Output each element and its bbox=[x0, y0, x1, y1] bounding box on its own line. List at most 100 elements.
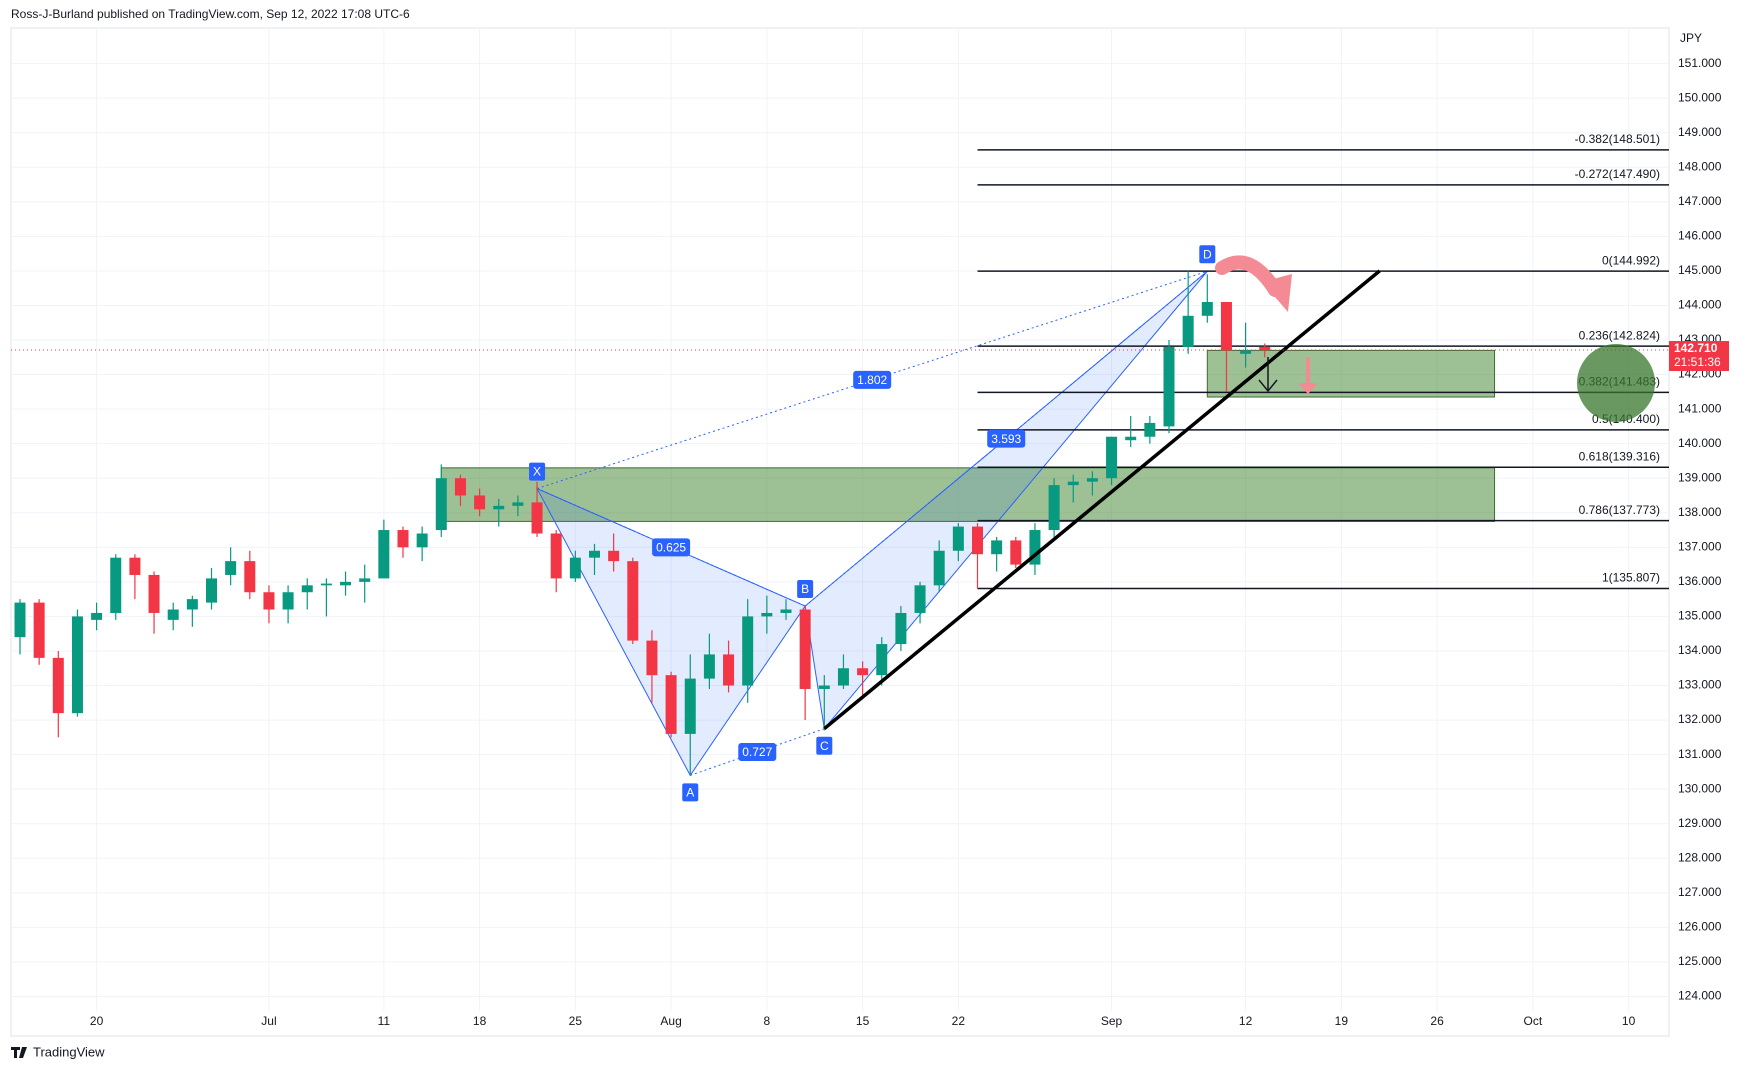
x-tick-label: 15 bbox=[856, 1014, 870, 1028]
y-tick-label: 127.000 bbox=[1678, 885, 1722, 899]
y-tick-label: 149.000 bbox=[1678, 125, 1722, 139]
candle-body bbox=[91, 612, 103, 620]
point-box bbox=[797, 580, 814, 599]
candle-body bbox=[359, 578, 371, 582]
x-tick-label: 18 bbox=[473, 1014, 487, 1028]
point-box bbox=[529, 462, 546, 481]
point-label: D bbox=[1203, 247, 1212, 261]
ratio-box bbox=[652, 538, 691, 557]
candle-body bbox=[723, 654, 735, 686]
y-tick-label: 136.000 bbox=[1678, 574, 1722, 588]
candle-body bbox=[186, 599, 198, 610]
candle-body bbox=[627, 561, 639, 641]
candle-body bbox=[225, 561, 237, 575]
y-tick-label: 137.000 bbox=[1678, 539, 1722, 553]
last-price-box bbox=[1669, 341, 1729, 372]
candle-body bbox=[569, 557, 581, 579]
point-box bbox=[682, 783, 699, 802]
x-tick-label: Oct bbox=[1524, 1014, 1543, 1028]
x-tick-label: Aug bbox=[660, 1014, 681, 1028]
candle-body bbox=[780, 609, 792, 613]
candle-body bbox=[435, 478, 447, 531]
candle-body bbox=[972, 526, 983, 555]
candle-body bbox=[1201, 301, 1213, 316]
candle-body bbox=[33, 602, 45, 658]
candle-body bbox=[914, 585, 926, 613]
header: Ross-J-Burland published on TradingView.… bbox=[11, 7, 410, 21]
candle-body bbox=[818, 685, 830, 689]
fib-label: 0(144.992) bbox=[1602, 253, 1660, 267]
y-tick-label: 148.000 bbox=[1678, 159, 1722, 173]
last-price-label: 142.710 bbox=[1674, 341, 1718, 355]
candle-body bbox=[703, 654, 715, 679]
y-tick-label: 146.000 bbox=[1678, 229, 1722, 243]
candle-body bbox=[206, 578, 217, 603]
point-label: B bbox=[801, 582, 809, 596]
ratio-label: 0.727 bbox=[742, 745, 772, 759]
y-tick-label: 145.000 bbox=[1678, 263, 1722, 277]
x-tick-label: 26 bbox=[1430, 1014, 1444, 1028]
y-tick-label: 125.000 bbox=[1678, 954, 1722, 968]
y-tick-label: 126.000 bbox=[1678, 920, 1722, 934]
highlight-circle bbox=[1577, 344, 1655, 422]
candle-body bbox=[397, 530, 409, 548]
candle-body bbox=[608, 550, 620, 562]
candle-body bbox=[148, 574, 160, 613]
candle-body bbox=[837, 668, 849, 686]
point-label: X bbox=[533, 465, 541, 479]
y-tick-label: 144.000 bbox=[1678, 298, 1722, 312]
candle-body bbox=[991, 540, 1003, 555]
candle-body bbox=[646, 640, 658, 676]
candle-body bbox=[320, 583, 332, 586]
trendline bbox=[823, 269, 1381, 731]
overlay: 124.000 125.000 126.000 127.000 128.000 129.0… bbox=[11, 56, 1729, 1028]
ratio-label: 3.593 bbox=[991, 432, 1021, 446]
supply-demand-zone bbox=[440, 467, 1496, 522]
candle-body bbox=[263, 592, 275, 610]
ratio-box bbox=[987, 429, 1026, 448]
y-tick-label: 131.000 bbox=[1678, 747, 1722, 761]
candle-body bbox=[340, 581, 352, 586]
y-tick-label: 140.000 bbox=[1678, 436, 1722, 450]
candle-body bbox=[1048, 485, 1060, 531]
curved-arrow-head bbox=[1262, 274, 1292, 312]
fib-label: -0.272(147.490) bbox=[1575, 167, 1660, 181]
candle-body bbox=[1182, 315, 1194, 347]
point-box bbox=[1199, 245, 1216, 264]
x-tick-label: Sep bbox=[1101, 1014, 1123, 1028]
y-tick-label: 132.000 bbox=[1678, 712, 1722, 726]
ratio-label: 0.625 bbox=[656, 540, 686, 554]
candle-body bbox=[1220, 301, 1232, 351]
candle-body bbox=[1163, 346, 1175, 427]
candle-body bbox=[952, 526, 964, 551]
x-tick-label: 22 bbox=[952, 1014, 966, 1028]
candle-body bbox=[493, 505, 505, 510]
candle-body bbox=[1010, 540, 1022, 565]
candle-body bbox=[1029, 530, 1041, 565]
candle-body bbox=[167, 609, 179, 620]
fib-label: 0.236(142.824) bbox=[1579, 328, 1660, 342]
candle-body bbox=[589, 550, 600, 558]
y-tick-label: 135.000 bbox=[1678, 609, 1722, 623]
fib-label: 0.786(137.773) bbox=[1579, 503, 1660, 517]
down-arrow-head bbox=[1258, 379, 1278, 393]
y-tick-label: 124.000 bbox=[1678, 989, 1722, 1003]
point-box bbox=[816, 736, 833, 755]
candle-body bbox=[857, 668, 869, 676]
candle-body bbox=[761, 612, 773, 617]
y-tick-label: 129.000 bbox=[1678, 816, 1722, 830]
candle-body bbox=[1144, 422, 1156, 437]
y-tick-label: 151.000 bbox=[1678, 56, 1722, 70]
down-arrow-red-head bbox=[1298, 383, 1318, 394]
candle-body bbox=[71, 616, 83, 714]
x-tick-label: 19 bbox=[1335, 1014, 1349, 1028]
x-tick-label: 8 bbox=[764, 1014, 771, 1028]
y-tick-label: 134.000 bbox=[1678, 643, 1722, 657]
candle-body bbox=[933, 550, 945, 586]
candle-body bbox=[665, 675, 677, 734]
x-tick-label: 11 bbox=[378, 1014, 391, 1028]
x-tick-label: 25 bbox=[569, 1014, 583, 1028]
fib-label: -0.382(148.501) bbox=[1575, 132, 1660, 146]
ratio-box bbox=[853, 370, 892, 389]
